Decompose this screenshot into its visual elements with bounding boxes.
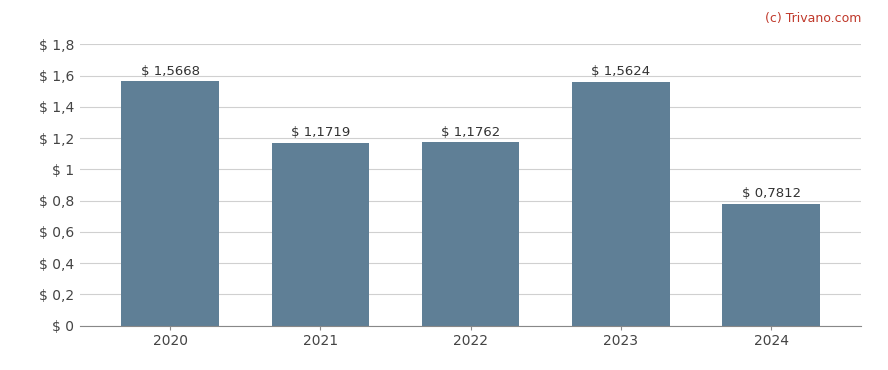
Bar [722,204,820,326]
Text: $ 1,1719: $ 1,1719 [290,127,350,139]
Bar [272,142,369,326]
Bar [572,81,670,326]
Bar [122,81,219,326]
Bar [422,142,519,326]
Text: (c) Trivano.com: (c) Trivano.com [765,12,861,25]
Text: $ 0,7812: $ 0,7812 [741,188,801,201]
Text: $ 1,5624: $ 1,5624 [591,65,651,78]
Text: $ 1,1762: $ 1,1762 [441,126,500,139]
Text: $ 1,5668: $ 1,5668 [140,65,200,78]
